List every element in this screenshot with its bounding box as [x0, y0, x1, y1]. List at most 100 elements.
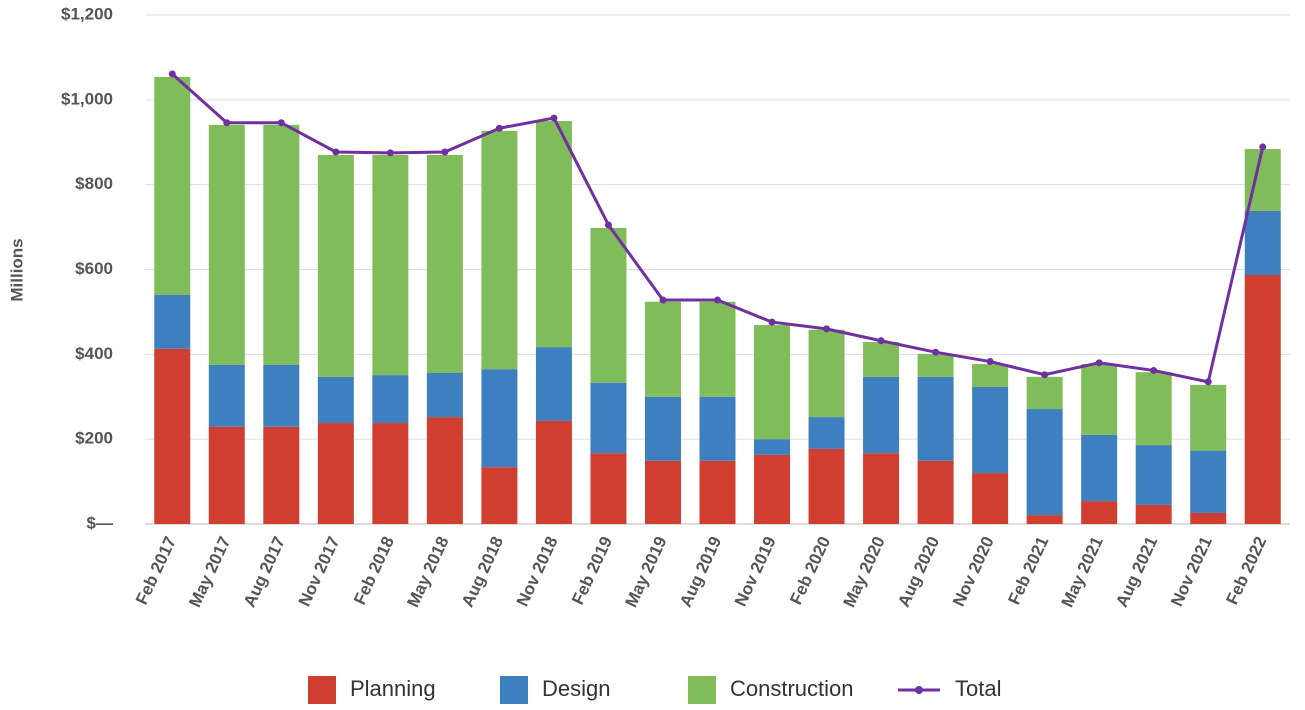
point	[714, 296, 721, 304]
bar	[1026, 515, 1063, 524]
x-tick-label: Nov 2017	[295, 534, 344, 610]
point	[604, 221, 612, 229]
x-tick-label: Nov 2018	[513, 534, 562, 610]
bar	[917, 376, 954, 461]
bar	[317, 423, 354, 524]
bar	[154, 348, 191, 524]
point	[168, 70, 176, 78]
x-tick-label: Aug 2017	[240, 534, 289, 611]
bar	[154, 294, 191, 349]
bar	[208, 124, 245, 365]
x-tick-label: Nov 2019	[731, 534, 780, 610]
legend-label: Construction	[730, 676, 854, 701]
y-tick-label: $400	[75, 344, 113, 363]
legend-label: Design	[542, 676, 610, 701]
bar	[917, 353, 954, 377]
legend-label: Total	[955, 676, 1001, 701]
bar	[590, 227, 627, 383]
bar	[754, 454, 791, 524]
y-axis-title: Millions	[7, 238, 26, 301]
y-tick-label: $800	[75, 174, 113, 193]
point	[550, 114, 558, 122]
bar	[208, 364, 245, 427]
point	[1259, 143, 1267, 151]
point	[223, 119, 231, 127]
legend-swatch	[308, 676, 336, 704]
bar	[1135, 372, 1172, 446]
x-tick-label: May 2017	[185, 534, 234, 611]
point	[332, 148, 340, 156]
point	[1041, 371, 1049, 379]
bar	[808, 448, 845, 524]
bar	[263, 124, 300, 365]
point	[386, 149, 394, 157]
point	[932, 348, 940, 356]
bar	[699, 460, 736, 524]
bar	[1244, 210, 1281, 276]
legend-swatch	[500, 676, 528, 704]
bar	[372, 154, 409, 376]
x-tick-label: Feb 2021	[1004, 534, 1052, 608]
bar	[917, 460, 954, 524]
bar	[590, 453, 627, 524]
point	[441, 148, 449, 156]
x-tick-label: Aug 2019	[676, 534, 725, 611]
bar	[644, 460, 681, 524]
bar	[535, 420, 572, 524]
point	[1095, 359, 1103, 367]
x-tick-label: Feb 2018	[350, 534, 398, 608]
y-tick-label: $600	[75, 259, 113, 278]
x-tick-label: Feb 2017	[132, 534, 180, 608]
bar	[426, 417, 463, 524]
bar	[317, 376, 354, 424]
x-tick-label: Aug 2021	[1112, 534, 1161, 611]
bar	[481, 467, 518, 524]
bar	[535, 121, 572, 348]
x-tick-label: May 2019	[621, 534, 670, 611]
legend-label: Planning	[350, 676, 436, 701]
bar	[263, 426, 300, 524]
bar	[808, 329, 845, 418]
point	[1204, 378, 1212, 386]
bar	[1190, 512, 1227, 524]
bar	[208, 426, 245, 524]
bar	[972, 386, 1009, 474]
bar	[590, 382, 627, 454]
point	[877, 337, 885, 345]
bar	[317, 154, 354, 377]
bar	[808, 417, 845, 449]
bar	[426, 372, 463, 418]
x-tick-label: Aug 2018	[458, 534, 507, 611]
bar	[372, 423, 409, 524]
bar	[863, 342, 900, 377]
y-tick-label: $1,000	[61, 89, 113, 108]
point	[495, 124, 503, 132]
bar	[644, 301, 681, 397]
bar	[1190, 450, 1227, 513]
x-tick-label: Aug 2020	[894, 534, 943, 611]
point	[986, 358, 994, 366]
bar	[1135, 504, 1172, 524]
bar	[1135, 445, 1172, 505]
bar	[972, 364, 1009, 387]
bar	[535, 347, 572, 421]
y-tick-label: $—	[87, 513, 113, 532]
y-tick-label: $1,200	[61, 4, 113, 23]
bar	[1026, 376, 1063, 410]
point	[1150, 366, 1158, 374]
y-tick-label: $200	[75, 429, 113, 448]
x-tick-label: May 2021	[1058, 534, 1107, 611]
bar	[699, 396, 736, 461]
point	[823, 325, 831, 333]
bar	[754, 325, 791, 440]
bar	[481, 369, 518, 468]
bar	[481, 130, 518, 370]
x-tick-label: Feb 2022	[1222, 534, 1270, 608]
point	[277, 119, 285, 127]
bar	[1026, 409, 1063, 516]
bar	[1081, 501, 1118, 524]
bar	[1244, 275, 1281, 524]
x-tick-label: Feb 2020	[786, 534, 834, 608]
x-tick-label: May 2020	[840, 534, 889, 611]
